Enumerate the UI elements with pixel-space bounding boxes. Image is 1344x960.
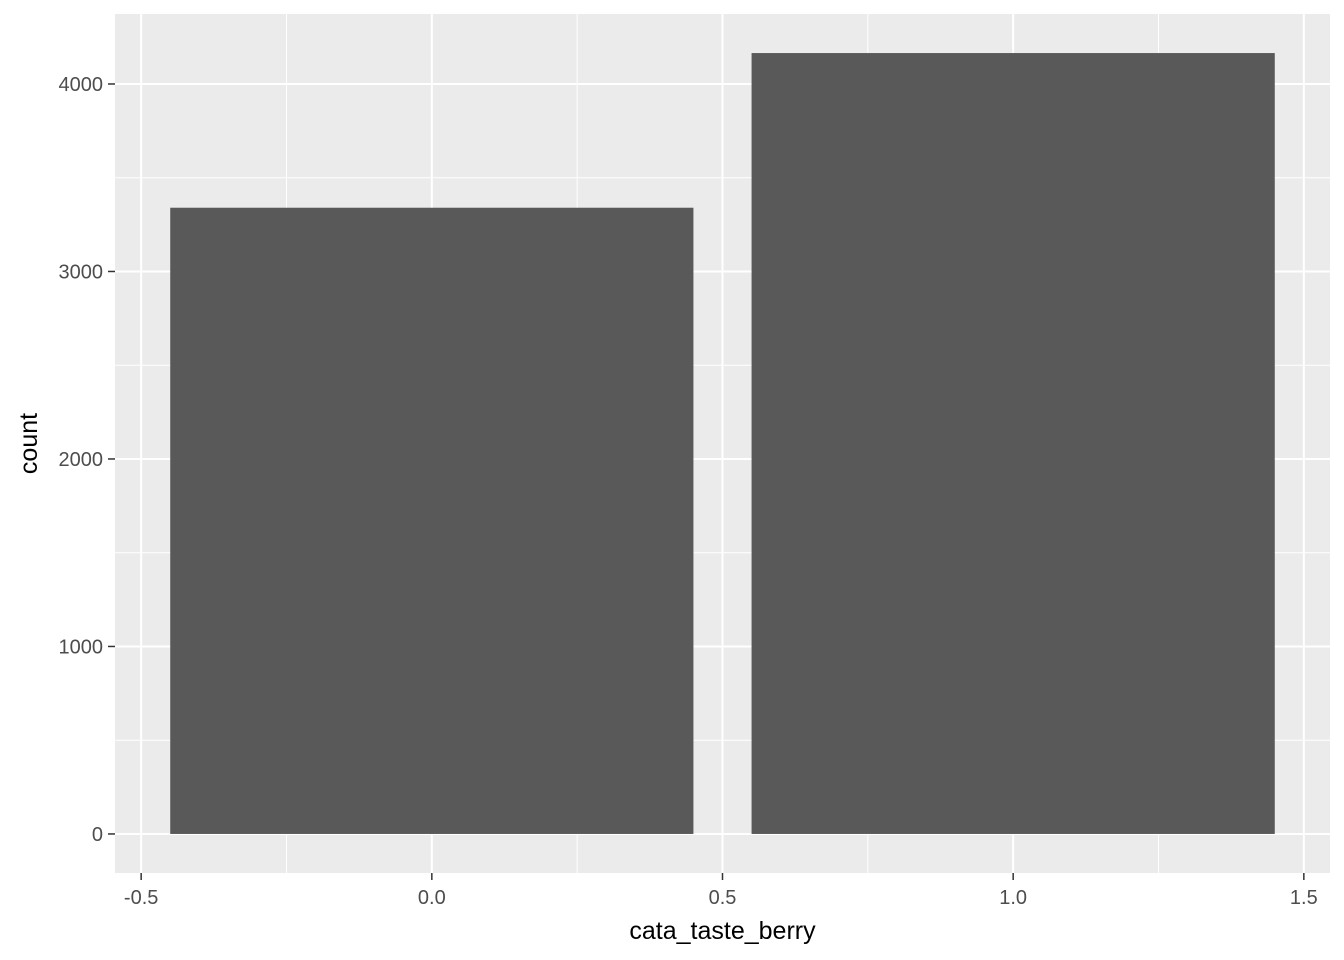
y-tick-label: 0 — [92, 824, 103, 846]
y-axis-title: count — [15, 413, 43, 474]
y-axis: 0 1000 2000 3000 4000 — [59, 74, 115, 846]
y-tick-label: 2000 — [59, 449, 104, 471]
x-tick-label: 1.5 — [1290, 887, 1318, 909]
y-tick-label: 1000 — [59, 636, 104, 658]
x-axis-title: cata_taste_berry — [629, 917, 816, 945]
x-tick-label: 0.0 — [418, 887, 446, 909]
x-tick-label: 0.5 — [709, 887, 737, 909]
y-tick-label: 4000 — [59, 74, 104, 96]
x-tick-label: 1.0 — [999, 887, 1027, 909]
bars-group — [170, 53, 1275, 834]
bar-0 — [170, 207, 694, 834]
y-tick-label: 3000 — [59, 261, 104, 283]
bar-1 — [751, 53, 1275, 834]
x-axis: -0.5 0.0 0.5 1.0 1.5 — [124, 873, 1318, 909]
x-tick-label: -0.5 — [124, 887, 158, 909]
